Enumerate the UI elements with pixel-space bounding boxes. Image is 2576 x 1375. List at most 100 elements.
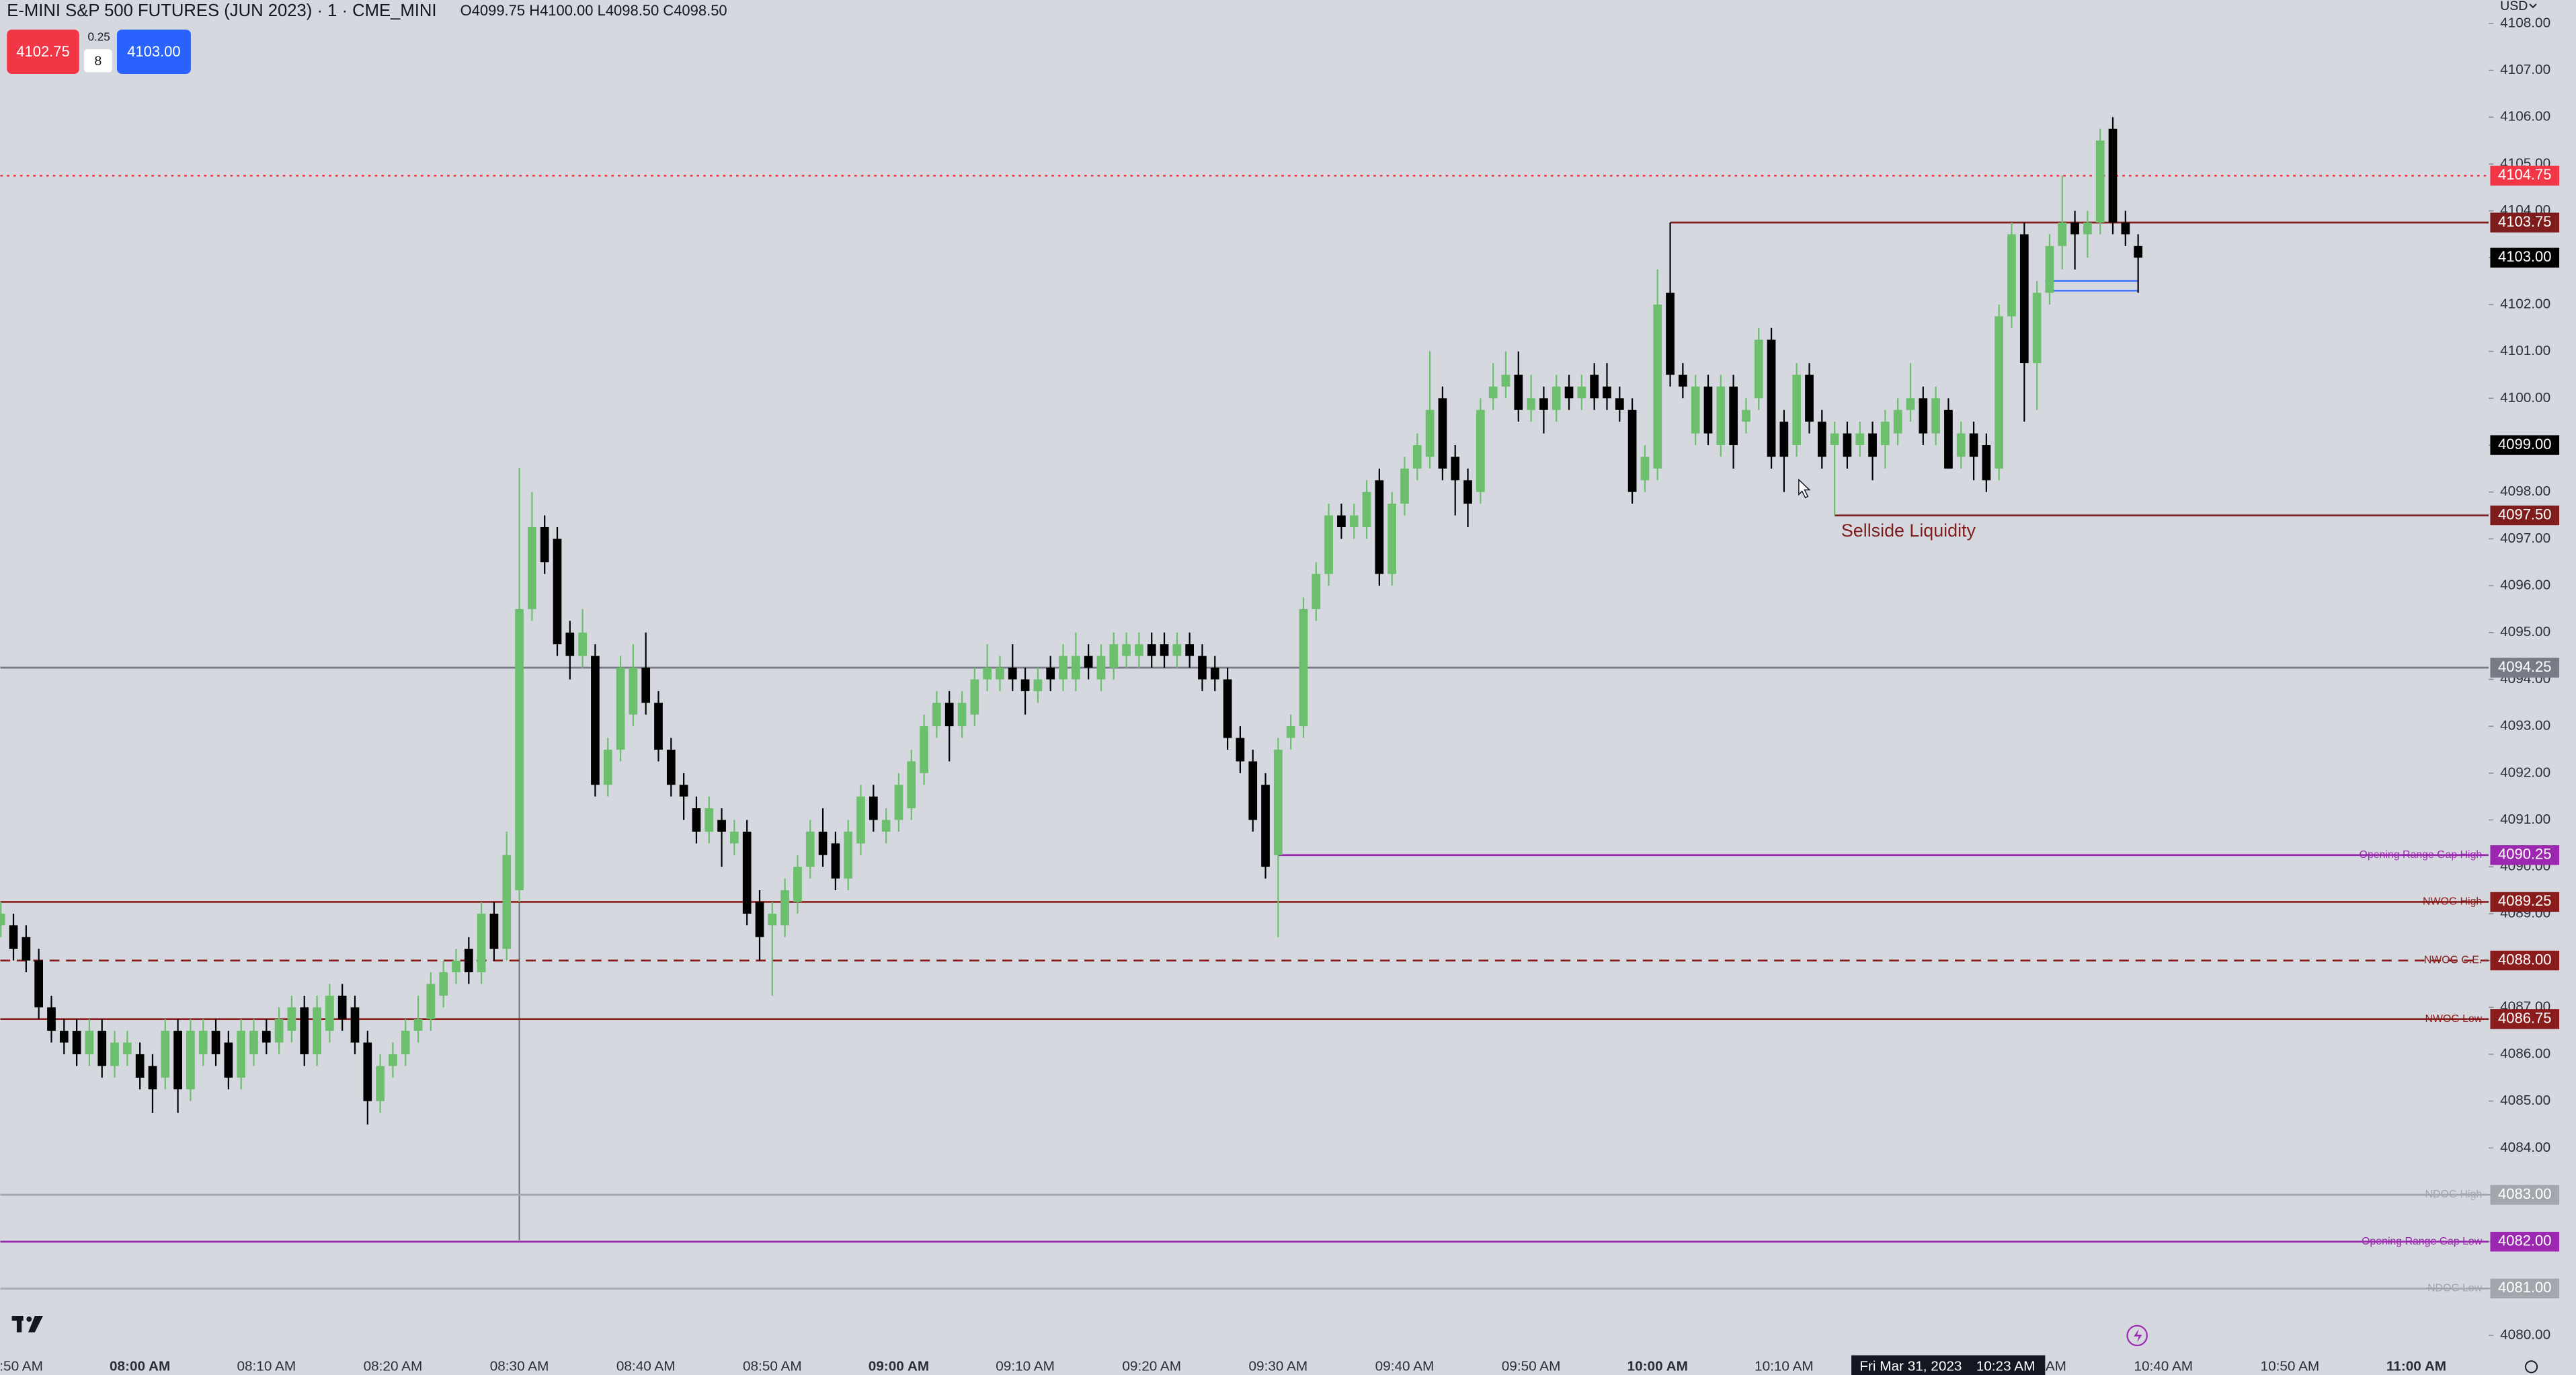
y-tick-label: 4095.00 xyxy=(2500,624,2550,639)
candle-body xyxy=(1729,386,1738,446)
candle-body xyxy=(1653,304,1662,469)
candle-body xyxy=(1527,398,1535,410)
trade-panel: 4102.75 0.25 8 4103.00 xyxy=(7,29,191,74)
candle-body xyxy=(1603,386,1611,399)
candle-body xyxy=(1387,504,1397,574)
candle-body xyxy=(1792,375,1802,446)
y-tick-label: 4085.00 xyxy=(2500,1093,2550,1108)
candle-body xyxy=(489,913,499,949)
candle-body xyxy=(1805,375,1814,422)
candle-body xyxy=(1109,644,1119,668)
candle-body xyxy=(1096,656,1106,680)
logo-part xyxy=(26,1317,32,1322)
quantity-box[interactable] xyxy=(84,49,112,73)
candle-body xyxy=(1286,726,1295,738)
candle-body xyxy=(464,949,473,972)
price-label: 4088.00 xyxy=(2498,951,2551,968)
candle-body xyxy=(1931,398,1940,434)
x-tick-label: 09:00 AM xyxy=(869,1358,929,1374)
candle-body xyxy=(1425,409,1435,457)
candle-body xyxy=(350,1007,360,1043)
candle-body xyxy=(591,656,600,785)
candle-body xyxy=(957,703,967,727)
candle-body xyxy=(755,902,764,937)
candle-body xyxy=(831,843,840,879)
candle-body xyxy=(1451,457,1460,481)
currency[interactable]: USD xyxy=(2500,0,2528,13)
x-tick-label: 09:30 AM xyxy=(1249,1358,1308,1374)
candle-body xyxy=(1868,433,1877,457)
candle-body xyxy=(1020,679,1030,691)
x-tick-label: 09:40 AM xyxy=(1375,1358,1435,1374)
x-tick-label: 08:40 AM xyxy=(616,1358,676,1374)
ohlc-readout: O4099.75 H4100.00 L4098.50 C4098.50 xyxy=(460,2,727,19)
fvg-box xyxy=(2045,280,2139,292)
candle-body xyxy=(1488,386,1498,399)
candle-body xyxy=(705,808,714,832)
candle-body xyxy=(2058,223,2067,246)
y-tick-label: 4101.00 xyxy=(2500,343,2550,358)
spread: 0.25 xyxy=(87,31,110,44)
y-tick-label: 4098.00 xyxy=(2500,483,2550,499)
candle-body xyxy=(793,867,802,902)
price-label: 4089.25 xyxy=(2498,892,2551,909)
candle-body xyxy=(1172,644,1182,656)
ohlc-close: C4098.50 xyxy=(663,2,727,19)
price-label: 4103.75 xyxy=(2498,213,2551,230)
x-tick-label: 08:30 AM xyxy=(490,1358,549,1374)
buy-button[interactable] xyxy=(116,29,191,74)
settings-icon[interactable] xyxy=(2525,1360,2538,1374)
sell-button[interactable] xyxy=(7,29,79,74)
candle-body xyxy=(325,995,334,1031)
level-name: Opening Range Gap Low xyxy=(2362,1236,2483,1247)
level-name: NDOG High xyxy=(2425,1189,2483,1200)
price-label: 4104.75 xyxy=(2498,166,2551,183)
candle-body xyxy=(717,820,726,832)
candle-body xyxy=(198,1031,208,1054)
y-tick-label: 4080.00 xyxy=(2500,1327,2550,1343)
candle-body xyxy=(1830,433,1839,446)
candle-body xyxy=(439,972,448,996)
buy-price[interactable]: 4103.00 xyxy=(127,43,180,60)
price-label-bg xyxy=(2490,212,2560,233)
level-name: NWOG High xyxy=(2423,896,2482,908)
candle-body xyxy=(1476,409,1485,492)
candle-body xyxy=(452,960,460,972)
candle-body xyxy=(1375,480,1384,574)
candle-body xyxy=(1640,457,1650,481)
y-tick-label: 4086.00 xyxy=(2500,1046,2550,1061)
y-tick-label: 4102.00 xyxy=(2500,296,2550,311)
logo-part xyxy=(28,1316,44,1333)
candle-body xyxy=(1995,316,2004,469)
candle-body xyxy=(540,526,549,563)
candle-body xyxy=(1122,644,1131,656)
sell-price[interactable]: 4102.75 xyxy=(16,43,69,60)
candle-body xyxy=(679,785,688,797)
candle-body xyxy=(237,1031,246,1078)
price-label: 4086.75 xyxy=(2498,1009,2551,1026)
level-name: NWOG Low xyxy=(2425,1013,2483,1025)
level-name: Sellside Liquidity xyxy=(1841,520,1976,541)
x-tick-label: 10:10 AM xyxy=(1755,1358,1814,1374)
candle-body xyxy=(59,1031,69,1043)
candle-body xyxy=(249,1031,258,1054)
price-label: 4097.50 xyxy=(2498,506,2551,522)
candle-body xyxy=(1198,656,1207,680)
price-label: 4099.00 xyxy=(2498,436,2551,453)
candle-body xyxy=(1412,445,1422,469)
candle-body xyxy=(123,1042,132,1054)
candle-body xyxy=(818,831,828,855)
level-name: Opening Range Gap High xyxy=(2360,849,2483,861)
candle-body xyxy=(970,679,979,715)
price-label-bg xyxy=(2490,165,2560,186)
candle-body xyxy=(881,820,891,832)
candle-body xyxy=(1248,761,1258,820)
candle-body xyxy=(856,796,865,844)
candle-body xyxy=(186,1031,195,1090)
replay-icon[interactable] xyxy=(2126,1325,2148,1347)
quantity[interactable]: 8 xyxy=(94,54,102,69)
candle-body xyxy=(1944,409,1953,469)
price-label: 4082.00 xyxy=(2498,1232,2551,1249)
